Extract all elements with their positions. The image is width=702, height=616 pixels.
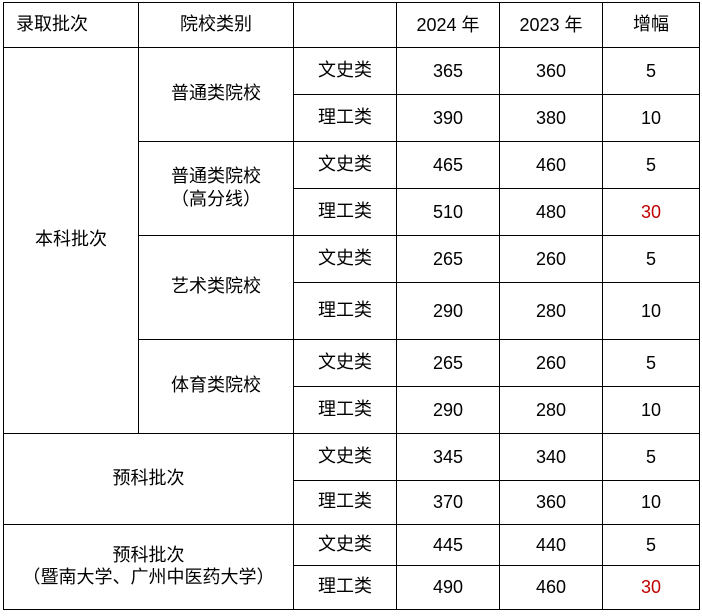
header-year-2024: 2024 年 bbox=[396, 2, 500, 48]
batch-undergrad: 本科批次 bbox=[3, 47, 139, 434]
increase-cell: 5 bbox=[602, 339, 700, 387]
score-2024-cell: 370 bbox=[396, 480, 500, 525]
header-school-type: 院校类别 bbox=[138, 2, 294, 48]
score-2024-cell: 490 bbox=[396, 565, 500, 610]
batch-preparatory-special: 预科批次 （暨南大学、广州中医药大学） bbox=[3, 524, 294, 610]
school-type-general-high-line1: 普通类院校 bbox=[171, 166, 261, 187]
header-blank bbox=[293, 2, 397, 48]
subject-cell: 文史类 bbox=[293, 339, 397, 387]
score-2023-cell: 280 bbox=[499, 386, 603, 434]
subject-cell: 理工类 bbox=[293, 386, 397, 434]
increase-cell: 5 bbox=[602, 524, 700, 566]
school-type-art: 艺术类院校 bbox=[138, 235, 294, 340]
increase-cell-highlight: 30 bbox=[602, 565, 700, 610]
school-type-general-high: 普通类院校 （高分线） bbox=[138, 141, 294, 236]
batch-preparatory-special-line2: （暨南大学、广州中医药大学） bbox=[22, 567, 275, 588]
school-type-general-high-line2: （高分线） bbox=[171, 188, 261, 210]
score-2023-cell: 460 bbox=[499, 565, 603, 610]
table-row: 理工类 390 380 10 bbox=[4, 94, 700, 142]
score-2023-cell: 460 bbox=[499, 141, 603, 189]
score-2024-cell: 290 bbox=[396, 282, 500, 340]
table-row: 预科批次 （暨南大学、广州中医药大学） 文史类 445 440 5 bbox=[3, 524, 700, 610]
increase-cell: 5 bbox=[602, 235, 700, 283]
batch-preparatory-special-line1: 预科批次 bbox=[112, 544, 185, 566]
score-2024-cell: 365 bbox=[396, 47, 500, 95]
score-2023-cell: 440 bbox=[499, 524, 603, 566]
subject-cell: 理工类 bbox=[293, 480, 397, 525]
header-row: 录取批次 院校类别 2024 年 2023 年 增幅 bbox=[3, 2, 700, 48]
table-row: 理工类 510 480 30 bbox=[4, 188, 700, 236]
admission-score-table: 录取批次 院校类别 2024 年 2023 年 增幅 本科批次 普通类院校 文史… bbox=[3, 2, 700, 610]
score-2023-cell: 480 bbox=[499, 188, 603, 236]
score-2024-cell: 265 bbox=[396, 235, 500, 283]
batch-preparatory: 预科批次 bbox=[3, 433, 294, 525]
increase-cell: 5 bbox=[602, 141, 700, 189]
table-row: 理工类 290 280 10 bbox=[4, 386, 700, 434]
subject-cell: 理工类 bbox=[293, 282, 397, 340]
header-increase: 增幅 bbox=[602, 2, 700, 48]
score-2024-cell: 265 bbox=[396, 339, 500, 387]
score-2024-cell: 290 bbox=[396, 386, 500, 434]
increase-cell: 10 bbox=[602, 480, 700, 525]
subject-cell: 文史类 bbox=[293, 524, 397, 566]
school-type-sports: 体育类院校 bbox=[138, 339, 294, 434]
table-row: 理工类 490 460 30 bbox=[4, 565, 700, 610]
score-2023-cell: 360 bbox=[499, 47, 603, 95]
score-2023-cell: 280 bbox=[499, 282, 603, 340]
increase-cell: 5 bbox=[602, 47, 700, 95]
score-2023-cell: 380 bbox=[499, 94, 603, 142]
table-row: 普通类院校 （高分线） 文史类 465 460 5 bbox=[4, 141, 700, 236]
table-row: 预科批次 文史类 345 340 5 bbox=[3, 433, 700, 525]
table-row: 理工类 290 280 10 bbox=[4, 282, 700, 340]
header-batch: 录取批次 bbox=[3, 2, 139, 48]
score-2024-cell: 510 bbox=[396, 188, 500, 236]
score-2024-cell: 390 bbox=[396, 94, 500, 142]
score-2024-cell: 445 bbox=[396, 524, 500, 566]
subject-cell: 理工类 bbox=[293, 188, 397, 236]
score-2023-cell: 340 bbox=[499, 433, 603, 481]
score-2023-cell: 360 bbox=[499, 480, 603, 525]
increase-cell-highlight: 30 bbox=[602, 188, 700, 236]
increase-cell: 5 bbox=[602, 433, 700, 481]
subject-cell: 文史类 bbox=[293, 141, 397, 189]
table-row: 本科批次 普通类院校 文史类 365 360 5 bbox=[3, 47, 700, 434]
table-row: 理工类 370 360 10 bbox=[4, 480, 700, 525]
subject-cell: 文史类 bbox=[293, 433, 397, 481]
score-2023-cell: 260 bbox=[499, 339, 603, 387]
increase-cell: 10 bbox=[602, 386, 700, 434]
subject-cell: 理工类 bbox=[293, 94, 397, 142]
increase-cell: 10 bbox=[602, 94, 700, 142]
subject-cell: 理工类 bbox=[293, 565, 397, 610]
increase-cell: 10 bbox=[602, 282, 700, 340]
school-type-general: 普通类院校 bbox=[138, 47, 294, 142]
score-2024-cell: 465 bbox=[396, 141, 500, 189]
header-year-2023: 2023 年 bbox=[499, 2, 603, 48]
score-2023-cell: 260 bbox=[499, 235, 603, 283]
score-2024-cell: 345 bbox=[396, 433, 500, 481]
subject-cell: 文史类 bbox=[293, 47, 397, 95]
subject-cell: 文史类 bbox=[293, 235, 397, 283]
